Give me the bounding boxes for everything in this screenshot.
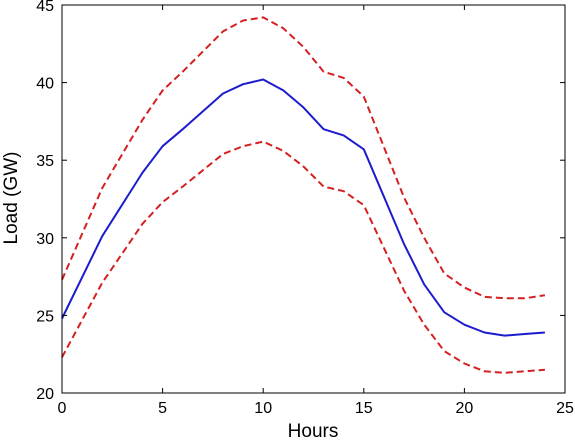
plot-lines — [61, 16, 546, 374]
x-tick-label: 15 — [355, 400, 373, 417]
y-axis-label: Load (GW) — [1, 152, 22, 245]
upper-bound-line — [61, 16, 546, 300]
x-tick-label: 20 — [456, 400, 474, 417]
x-tick-label: 5 — [158, 400, 167, 417]
x-tick-label: 10 — [254, 400, 272, 417]
y-tick-label: 30 — [36, 231, 54, 248]
x-tick-label: 0 — [58, 400, 67, 417]
y-tick-label: 35 — [36, 153, 54, 170]
y-tick-label: 20 — [36, 386, 54, 403]
x-axis-label: Hours — [288, 421, 339, 440]
plot-frame — [61, 4, 566, 394]
x-tick-label: 25 — [556, 400, 574, 417]
mean-load-line — [61, 78, 545, 337]
y-tick-label: 45 — [36, 0, 54, 15]
lower-bound-line — [61, 140, 545, 374]
tick-labels: 0 5 10 15 20 25 20 25 30 35 40 45 — [36, 0, 574, 417]
y-tick-label: 25 — [36, 308, 54, 325]
axis-ticks — [61, 4, 566, 394]
y-tick-label: 40 — [36, 76, 54, 93]
